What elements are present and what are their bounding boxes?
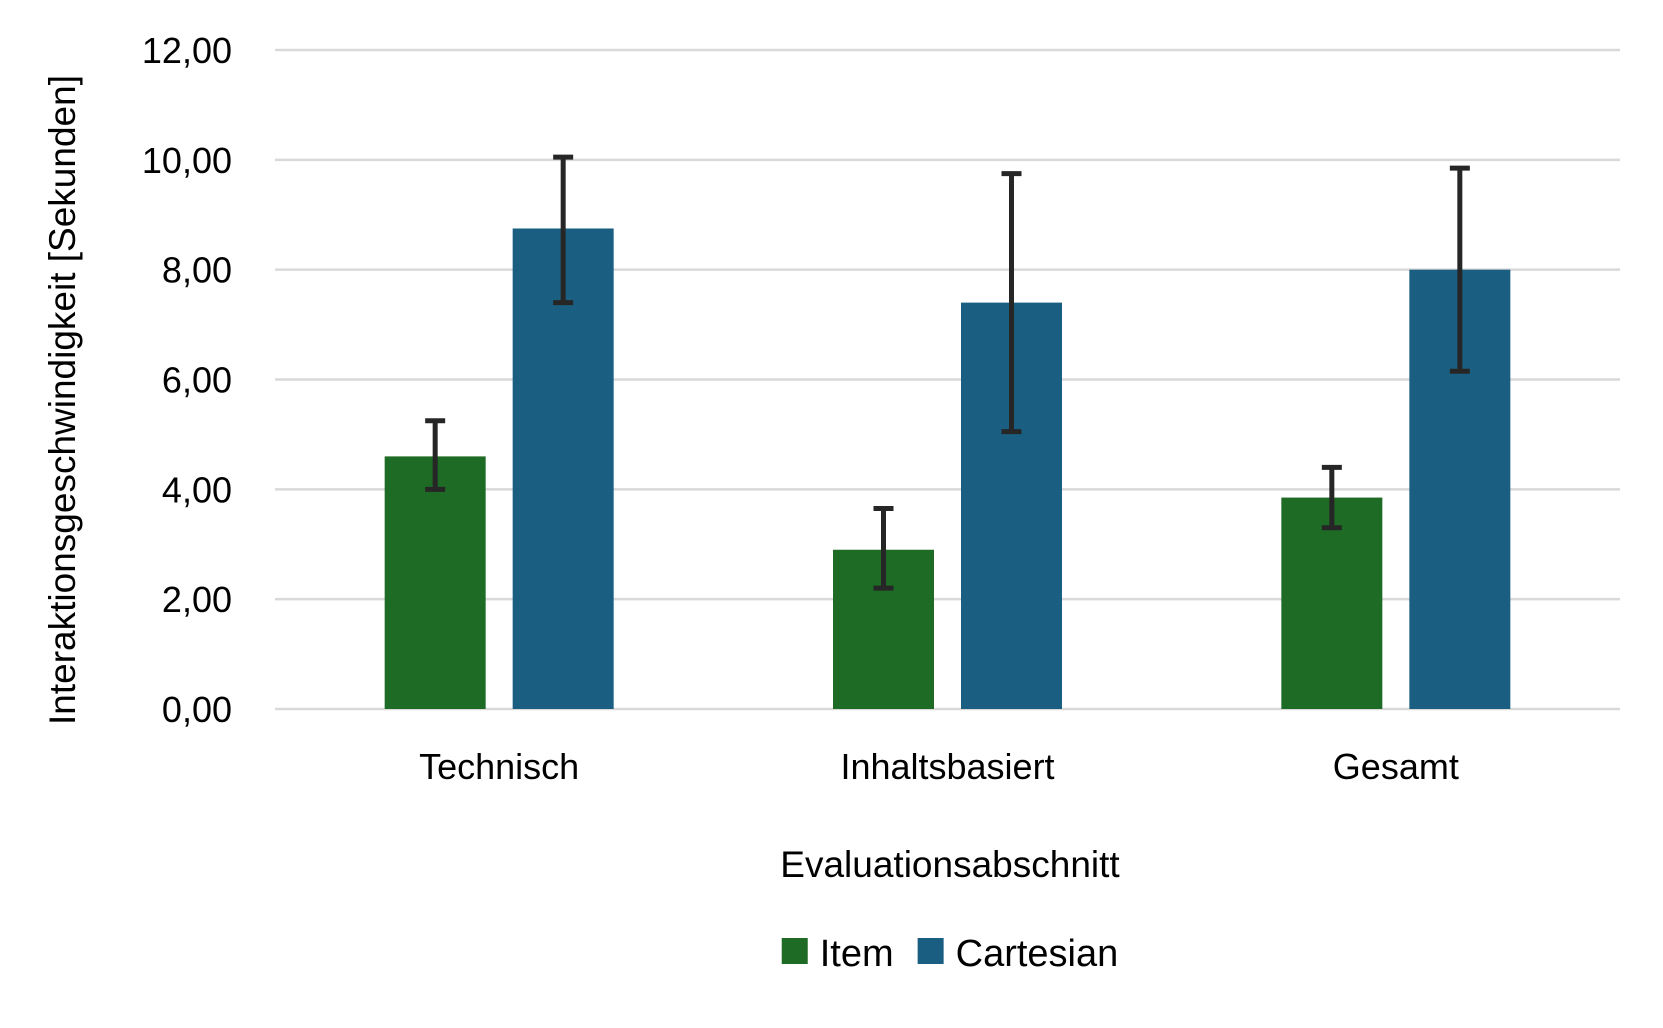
- legend-label: Item: [820, 933, 894, 975]
- error-bar: [873, 506, 894, 591]
- x-axis-title: Evaluationsabschnitt: [780, 844, 1120, 885]
- bar-cartesian-technisch: [512, 228, 614, 709]
- legend-swatch: [781, 938, 808, 964]
- error-bars: [425, 154, 1470, 591]
- gridlines: [275, 48, 1620, 711]
- error-bar: [425, 418, 446, 492]
- y-tick-label: 6,00: [162, 360, 232, 401]
- y-tick-label: 2,00: [162, 579, 232, 620]
- legend-item-item: Item: [781, 933, 894, 975]
- y-tick-label: 12,00: [142, 30, 232, 71]
- legend-label: Cartesian: [956, 933, 1119, 975]
- x-tick-label: Technisch: [419, 746, 579, 787]
- error-bar: [1001, 171, 1022, 435]
- error-bar: [1449, 165, 1470, 374]
- legend-item-cartesian: Cartesian: [917, 933, 1119, 975]
- y-axis-ticks: 0,00 2,00 4,00 6,00 8,00 10,00 12,00: [142, 30, 232, 730]
- error-bar: [1321, 464, 1342, 531]
- legend-swatch: [917, 938, 944, 964]
- bar-item-technisch: [384, 456, 486, 709]
- bar-item-gesamt: [1281, 497, 1383, 709]
- legend: Item Cartesian: [781, 933, 1119, 975]
- y-axis-title: Interaktionsgeschwindigkeit [Sekunden]: [42, 75, 83, 725]
- y-tick-label: 8,00: [162, 250, 232, 291]
- x-tick-label: Inhaltsbasiert: [840, 746, 1054, 787]
- y-tick-label: 10,00: [142, 140, 232, 181]
- y-tick-label: 4,00: [162, 469, 232, 510]
- bars: [384, 228, 1511, 709]
- y-tick-label: 0,00: [162, 689, 232, 730]
- x-tick-label: Gesamt: [1333, 746, 1459, 787]
- x-axis-ticks: Technisch Inhaltsbasiert Gesamt: [419, 746, 1459, 787]
- error-bar: [553, 154, 574, 306]
